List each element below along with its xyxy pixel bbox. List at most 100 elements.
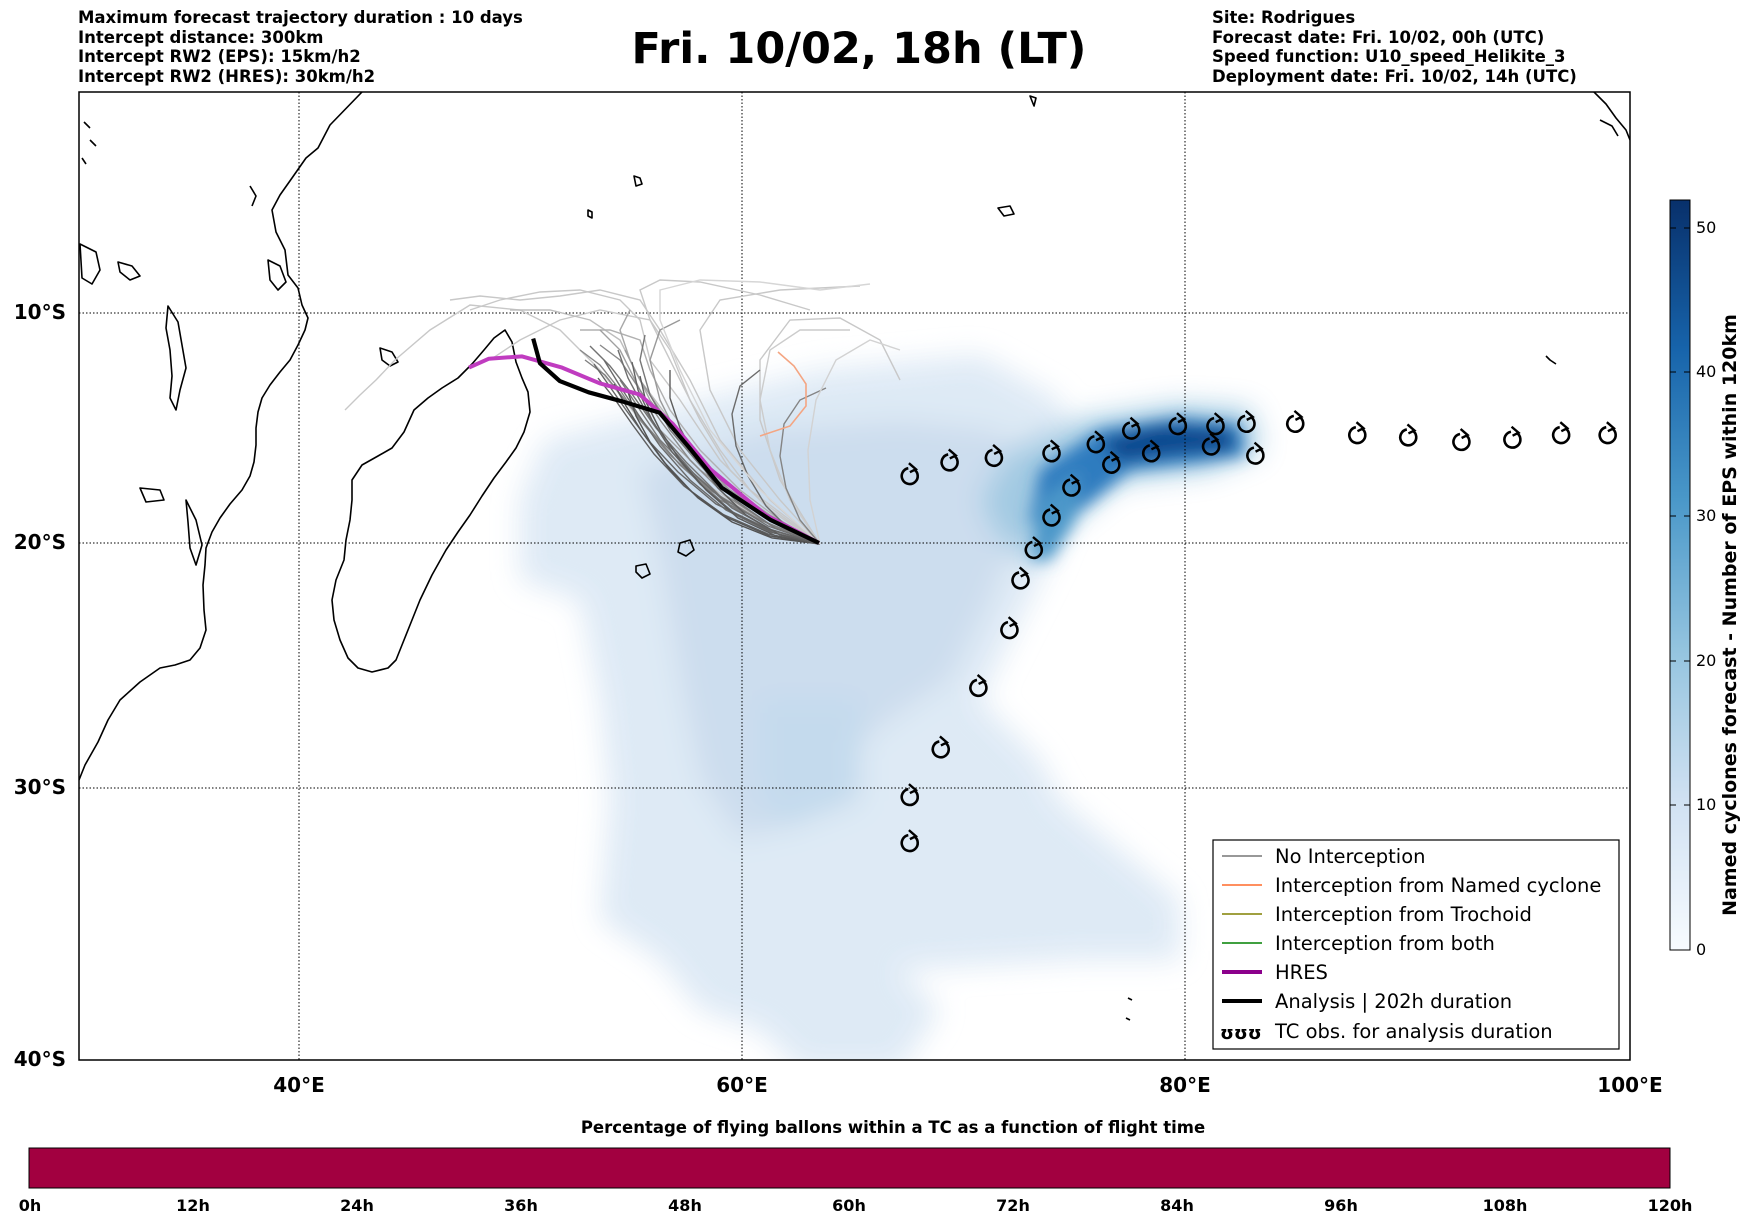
amsterdam (1125, 997, 1133, 1021)
cocos (1545, 355, 1557, 365)
tc-obs-marker (1011, 566, 1030, 590)
info-line-rw2-hres: Intercept RW2 (HRES): 30km/h2 (78, 66, 376, 86)
tc-obs-marker (900, 783, 919, 807)
colorbar-tick-20: 20 (1696, 651, 1717, 670)
flight-time-bar (28, 1147, 1671, 1189)
header-left-info: Maximum forecast trajectory duration : 1… (78, 8, 523, 86)
info-line-site: Site: Rodrigues (1212, 8, 1356, 27)
flight-time-tick-24h: 24h (340, 1196, 374, 1215)
lon-label-60e: 60°E (716, 1073, 768, 1097)
hres-track (468, 354, 820, 545)
tc-obs-marker (931, 735, 950, 759)
flight-time-tick-96h: 96h (1324, 1196, 1358, 1215)
legend-label-analysis: Analysis | 202h duration (1275, 990, 1512, 1013)
tc-obs-marker (1168, 412, 1188, 436)
legend-label-named-cyclone: Interception from Named cyclone (1275, 874, 1601, 897)
eps-colorbar (1669, 199, 1691, 951)
lake-mweru (139, 487, 165, 503)
lat-label-10s: 10°S (13, 300, 66, 324)
info-line-duration: Maximum forecast trajectory duration : 1… (78, 8, 523, 27)
map-frame (78, 91, 1631, 1061)
info-line-forecast-date: Forecast date: Fri. 10/02, 00h (UTC) (1212, 27, 1545, 47)
eps-density-field (520, 355, 1260, 1060)
comoros-coast (379, 347, 399, 367)
maldives (1029, 95, 1037, 107)
tc-obs-marker (969, 674, 988, 698)
eps-trajectories (344, 279, 901, 545)
reunion-coast (635, 563, 651, 579)
eps-colorbar-gradient (1669, 199, 1691, 951)
tc-obs-marker (1285, 409, 1305, 434)
tc-obs-marker (1042, 503, 1061, 527)
legend: ʊʊʊ No Interception Interception from Na… (1212, 839, 1620, 1050)
lon-label-80e: 80°E (1159, 1073, 1211, 1097)
madagascar-small (81, 121, 97, 165)
tc-obs-marker (1237, 409, 1256, 434)
legend-box (1212, 839, 1620, 1050)
named-cyclone-intercept-track (759, 351, 807, 437)
madagascar-coast (331, 329, 531, 673)
tc-obs-marker (1348, 421, 1367, 445)
legend-label-no-interception: No Interception (1275, 845, 1426, 868)
legend-swatch-tc-obs: ʊʊʊ (1220, 1023, 1262, 1044)
tc-obs-marker (1122, 416, 1141, 440)
colorbar-tick-30: 30 (1696, 506, 1717, 525)
tc-obs-marker (1000, 616, 1019, 640)
colorbar-tick-50: 50 (1696, 218, 1717, 237)
tc-obs-marker (1024, 536, 1044, 560)
info-line-rw2-eps: Intercept RW2 (EPS): 15km/h2 (78, 47, 361, 66)
flight-time-tick-60h: 60h (832, 1196, 866, 1215)
map-title: Fri. 10/02, 18h (LT) (631, 24, 1087, 74)
lake-malawi (185, 499, 203, 566)
lake-tanganyika (165, 305, 187, 411)
lon-label-100e: 100°E (1597, 1073, 1663, 1097)
legend-label-trochoid: Interception from Trochoid (1275, 903, 1532, 926)
flight-time-bar-title: Percentage of flying ballons within a TC… (580, 1118, 1206, 1137)
info-line-distance: Intercept distance: 300km (78, 27, 324, 47)
tc-obs-marker (1206, 412, 1225, 436)
colorbar-tick-40: 40 (1696, 362, 1717, 381)
graticule (79, 92, 1630, 1060)
flight-time-tick-0h: 0h (18, 1196, 42, 1215)
map-content (79, 92, 1630, 1060)
legend-label-tc-obs: TC obs. for analysis duration (1274, 1020, 1553, 1043)
tc-obs-marker (1246, 441, 1265, 465)
colorbar-label: Named cyclones forecast - Number of EPS … (1719, 314, 1741, 916)
kenya-lake (249, 185, 257, 207)
tc-obs-marker (1201, 432, 1221, 456)
tc-obs-marker (1086, 430, 1106, 454)
tc-obs-marker (1551, 421, 1571, 445)
tc-obs-marker (1598, 421, 1617, 445)
lon-label-40e: 40°E (273, 1073, 325, 1097)
flight-time-tick-72h: 72h (996, 1196, 1030, 1215)
lat-label-40s: 40°S (13, 1047, 66, 1071)
seychelles (633, 175, 643, 187)
tc-obs-marker (900, 462, 919, 486)
lat-label-30s: 30°S (13, 775, 66, 799)
flight-time-tick-36h: 36h (504, 1196, 538, 1215)
chagos (997, 205, 1015, 217)
lake-victoria (79, 243, 101, 285)
flight-time-tick-108h: 108h (1482, 1196, 1528, 1215)
flight-time-tick-84h: 84h (1160, 1196, 1194, 1215)
colorbar-tick-10: 10 (1696, 795, 1717, 814)
tc-obs-marker (1042, 439, 1061, 463)
tc-obs-marker (1503, 425, 1522, 449)
tc-obs-marker (1398, 423, 1418, 447)
analysis-track (531, 338, 820, 545)
header-right-info: Site: Rodrigues Forecast date: Fri. 10/0… (1212, 8, 1577, 86)
legend-label-both: Interception from both (1275, 932, 1495, 955)
flight-time-tick-48h: 48h (668, 1196, 702, 1215)
info-line-speed-function: Speed function: U10_speed_Helikite_3 (1212, 47, 1566, 66)
mafia-zanzibar (267, 259, 287, 291)
tc-obs-marker (1452, 428, 1471, 452)
tc-obs-marker (1102, 450, 1121, 474)
tc-observations (900, 409, 1617, 853)
lake-kivu (117, 261, 141, 281)
tc-obs-marker (940, 448, 959, 472)
info-line-deployment-date: Deployment date: Fri. 10/02, 14h (UTC) (1212, 66, 1577, 86)
flight-time-tick-12h: 12h (176, 1196, 210, 1215)
tc-obs-marker (1062, 473, 1081, 497)
tc-obs-marker (900, 829, 919, 853)
